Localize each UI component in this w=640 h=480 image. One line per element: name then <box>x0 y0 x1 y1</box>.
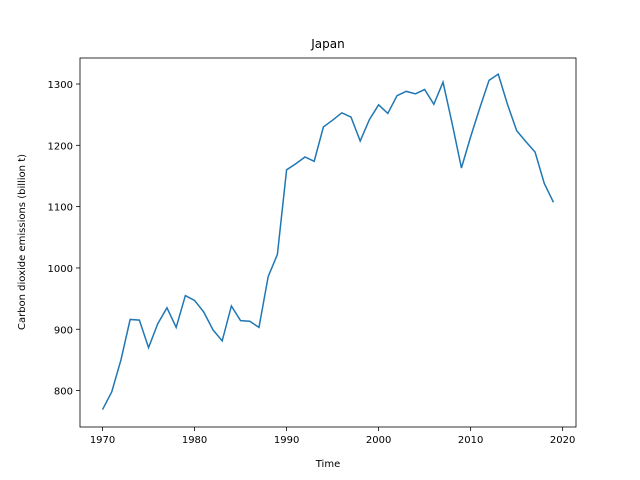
chart-title: Japan <box>310 37 344 51</box>
x-tick-label: 2020 <box>550 435 575 446</box>
y-tick-label: 800 <box>54 387 73 398</box>
x-tick-label: 1970 <box>90 435 115 446</box>
y-tick-label: 1200 <box>48 141 73 152</box>
x-axis-label: Time <box>315 459 340 470</box>
x-tick-label: 2000 <box>366 435 391 446</box>
y-tick-label: 900 <box>54 325 73 336</box>
x-tick-label: 1980 <box>182 435 207 446</box>
y-axis-label: Carbon dioxide emissions (billion t) <box>17 154 28 330</box>
plot-frame <box>79 57 577 428</box>
y-tick-label: 1100 <box>48 203 73 214</box>
x-tick-label: 1990 <box>274 435 299 446</box>
data-line <box>101 73 555 410</box>
y-tick-label: 1000 <box>48 264 73 275</box>
x-tick-label: 2010 <box>458 435 483 446</box>
y-tick-label: 1300 <box>48 80 73 91</box>
